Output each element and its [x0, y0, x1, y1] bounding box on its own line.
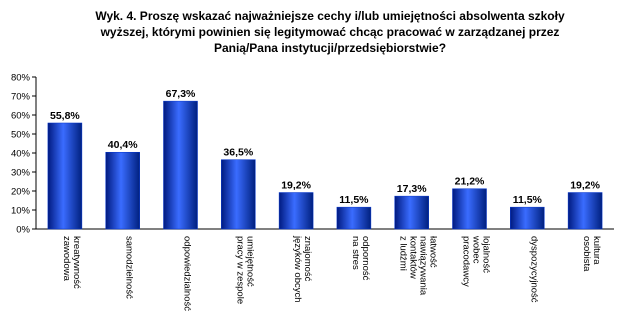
x-tick-label: pracy w zespole	[234, 236, 245, 304]
x-tick-label: odporność	[360, 236, 371, 281]
value-label: 17,3%	[397, 183, 427, 195]
x-tick-label: kontaktów	[408, 236, 419, 279]
bar	[452, 188, 487, 230]
y-tick-label: 30%	[11, 168, 31, 179]
x-tick-label: zawodowa	[61, 236, 72, 282]
value-label: 11,5%	[339, 194, 369, 206]
bar	[394, 195, 429, 230]
x-tick-label: dyspozycyjność	[528, 236, 539, 303]
y-tick-label: 60%	[11, 111, 31, 122]
y-tick-label: 50%	[11, 130, 31, 141]
x-tick-label: na stres	[350, 236, 361, 270]
y-tick-label: 70%	[11, 92, 31, 103]
y-tick-label: 10%	[11, 206, 31, 217]
x-tick-label: samodzielność	[124, 236, 135, 299]
y-tick-label: 80%	[11, 73, 31, 84]
x-tick-label: z ludźmi	[398, 236, 409, 271]
bar	[105, 151, 140, 230]
chart-title: Wyk. 4. Proszę wskazać najważniejsze cec…	[95, 9, 565, 23]
y-tick-label: 20%	[11, 187, 31, 198]
x-tick-label: pracodawcy	[461, 236, 472, 287]
value-label: 55,8%	[50, 110, 80, 122]
x-tick-label: osobista	[581, 236, 592, 272]
value-label: 21,2%	[455, 176, 485, 188]
chart-title: Panią/Pana instytucji/przedsiębiorstwie?	[214, 41, 446, 55]
value-label: 67,3%	[166, 88, 196, 100]
x-tick-label: łatwość	[428, 236, 439, 268]
bar	[567, 192, 603, 230]
x-tick-label: znajomość	[302, 236, 313, 282]
bar	[336, 206, 372, 230]
bar	[510, 206, 545, 230]
bar	[278, 192, 314, 230]
x-tick-label: odpowiedzialność	[182, 236, 193, 311]
bar	[163, 100, 198, 230]
value-label: 36,5%	[223, 147, 253, 159]
x-tick-label: umiejętność	[244, 236, 255, 287]
y-tick-label: 40%	[11, 149, 31, 160]
value-label: 11,5%	[513, 194, 543, 206]
x-tick-label: kreatywność	[71, 236, 82, 289]
x-tick-label: języków obcych	[292, 235, 303, 303]
chart-title: wyższej, którymi powinien się legitymowa…	[100, 25, 560, 39]
x-tick-label: kultura	[591, 236, 602, 265]
x-tick-label: nawiązywania	[418, 236, 429, 296]
bar	[221, 159, 256, 230]
value-label: 19,2%	[570, 180, 600, 192]
value-label: 40,4%	[108, 139, 138, 151]
y-tick-label: 0%	[16, 225, 30, 236]
x-tick-label: lojalność	[481, 236, 492, 273]
value-label: 19,2%	[281, 180, 311, 192]
x-tick-label: wobec	[471, 235, 482, 264]
bar	[47, 122, 83, 230]
